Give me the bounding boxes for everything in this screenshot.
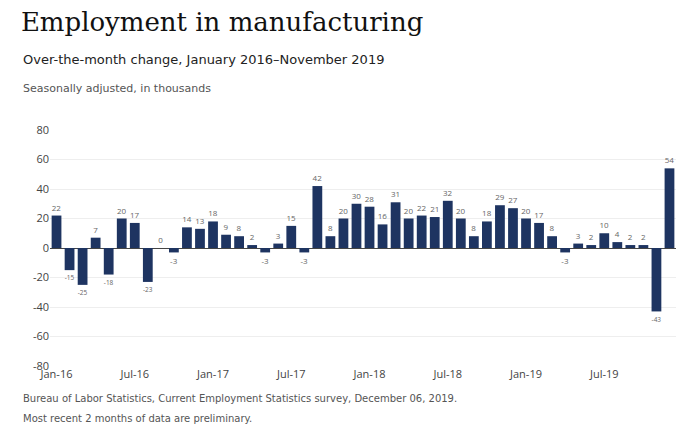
- svg-text:Employment in manufacturing: Employment in manufacturing: [21, 7, 423, 37]
- svg-text:Jul-17: Jul-17: [276, 366, 306, 381]
- svg-text:20: 20: [521, 205, 531, 216]
- svg-text:32: 32: [443, 187, 453, 198]
- svg-text:Most recent 2 months of data a: Most recent 2 months of data are prelimi…: [23, 413, 252, 424]
- svg-text:Over-the-month change, January: Over-the-month change, January 2016–Nove…: [23, 52, 384, 67]
- svg-text:0: 0: [158, 234, 163, 245]
- svg-text:Jul-16: Jul-16: [119, 366, 149, 381]
- svg-text:3: 3: [276, 230, 281, 241]
- svg-text:-3: -3: [261, 255, 269, 266]
- svg-text:54: 54: [665, 154, 675, 165]
- svg-text:40: 40: [36, 181, 49, 196]
- svg-text:2: 2: [641, 231, 646, 242]
- svg-text:27: 27: [508, 194, 518, 205]
- svg-text:Jan-19: Jan-19: [509, 366, 542, 381]
- svg-text:20: 20: [456, 205, 466, 216]
- svg-text:2: 2: [628, 231, 633, 242]
- svg-text:-3: -3: [170, 255, 178, 266]
- svg-text:-18: -18: [104, 278, 114, 287]
- svg-text:4: 4: [615, 228, 620, 239]
- svg-text:31: 31: [391, 188, 400, 199]
- svg-text:Jan-16: Jan-16: [40, 366, 73, 381]
- svg-text:20: 20: [339, 205, 349, 216]
- svg-text:-3: -3: [561, 255, 569, 266]
- svg-text:15: 15: [286, 212, 296, 223]
- svg-text:0: 0: [43, 240, 49, 255]
- svg-text:Bureau of Labor Statistics, Cu: Bureau of Labor Statistics, Current Empl…: [23, 393, 457, 404]
- svg-text:-3: -3: [301, 255, 309, 266]
- svg-text:-40: -40: [33, 299, 49, 314]
- svg-text:Seasonally adjusted, in thousa: Seasonally adjusted, in thousands: [23, 82, 211, 95]
- svg-text:13: 13: [195, 215, 205, 226]
- svg-text:7: 7: [93, 224, 98, 235]
- svg-text:21: 21: [430, 203, 439, 214]
- svg-text:-25: -25: [78, 288, 88, 297]
- svg-text:-80: -80: [33, 358, 49, 373]
- svg-text:8: 8: [550, 222, 555, 233]
- svg-text:20: 20: [36, 210, 49, 225]
- svg-text:10: 10: [599, 219, 609, 230]
- svg-text:3: 3: [576, 230, 581, 241]
- svg-text:28: 28: [365, 193, 375, 204]
- svg-text:Jul-18: Jul-18: [432, 366, 462, 381]
- svg-text:-15: -15: [65, 273, 75, 282]
- svg-text:2: 2: [589, 231, 594, 242]
- svg-text:14: 14: [182, 213, 192, 224]
- svg-text:Jul-19: Jul-19: [589, 366, 619, 381]
- svg-text:17: 17: [130, 209, 140, 220]
- svg-text:8: 8: [328, 222, 333, 233]
- svg-text:-60: -60: [33, 328, 49, 343]
- svg-text:18: 18: [482, 207, 492, 218]
- svg-text:Jan-17: Jan-17: [196, 366, 229, 381]
- svg-text:22: 22: [52, 202, 62, 213]
- svg-text:Jan-18: Jan-18: [353, 366, 386, 381]
- svg-text:42: 42: [313, 172, 323, 183]
- svg-text:18: 18: [208, 207, 218, 218]
- svg-text:8: 8: [237, 222, 242, 233]
- svg-text:-23: -23: [143, 285, 153, 294]
- svg-text:-43: -43: [652, 315, 662, 324]
- svg-text:30: 30: [352, 190, 362, 201]
- svg-text:20: 20: [117, 205, 127, 216]
- svg-text:22: 22: [417, 202, 427, 213]
- svg-text:29: 29: [495, 191, 505, 202]
- svg-text:2: 2: [250, 231, 255, 242]
- svg-text:20: 20: [404, 205, 414, 216]
- svg-text:16: 16: [378, 210, 388, 221]
- svg-text:60: 60: [36, 151, 49, 166]
- svg-text:9: 9: [224, 221, 229, 232]
- svg-text:17: 17: [534, 209, 544, 220]
- svg-text:80: 80: [36, 122, 49, 137]
- svg-text:8: 8: [471, 222, 476, 233]
- svg-text:-20: -20: [33, 269, 49, 284]
